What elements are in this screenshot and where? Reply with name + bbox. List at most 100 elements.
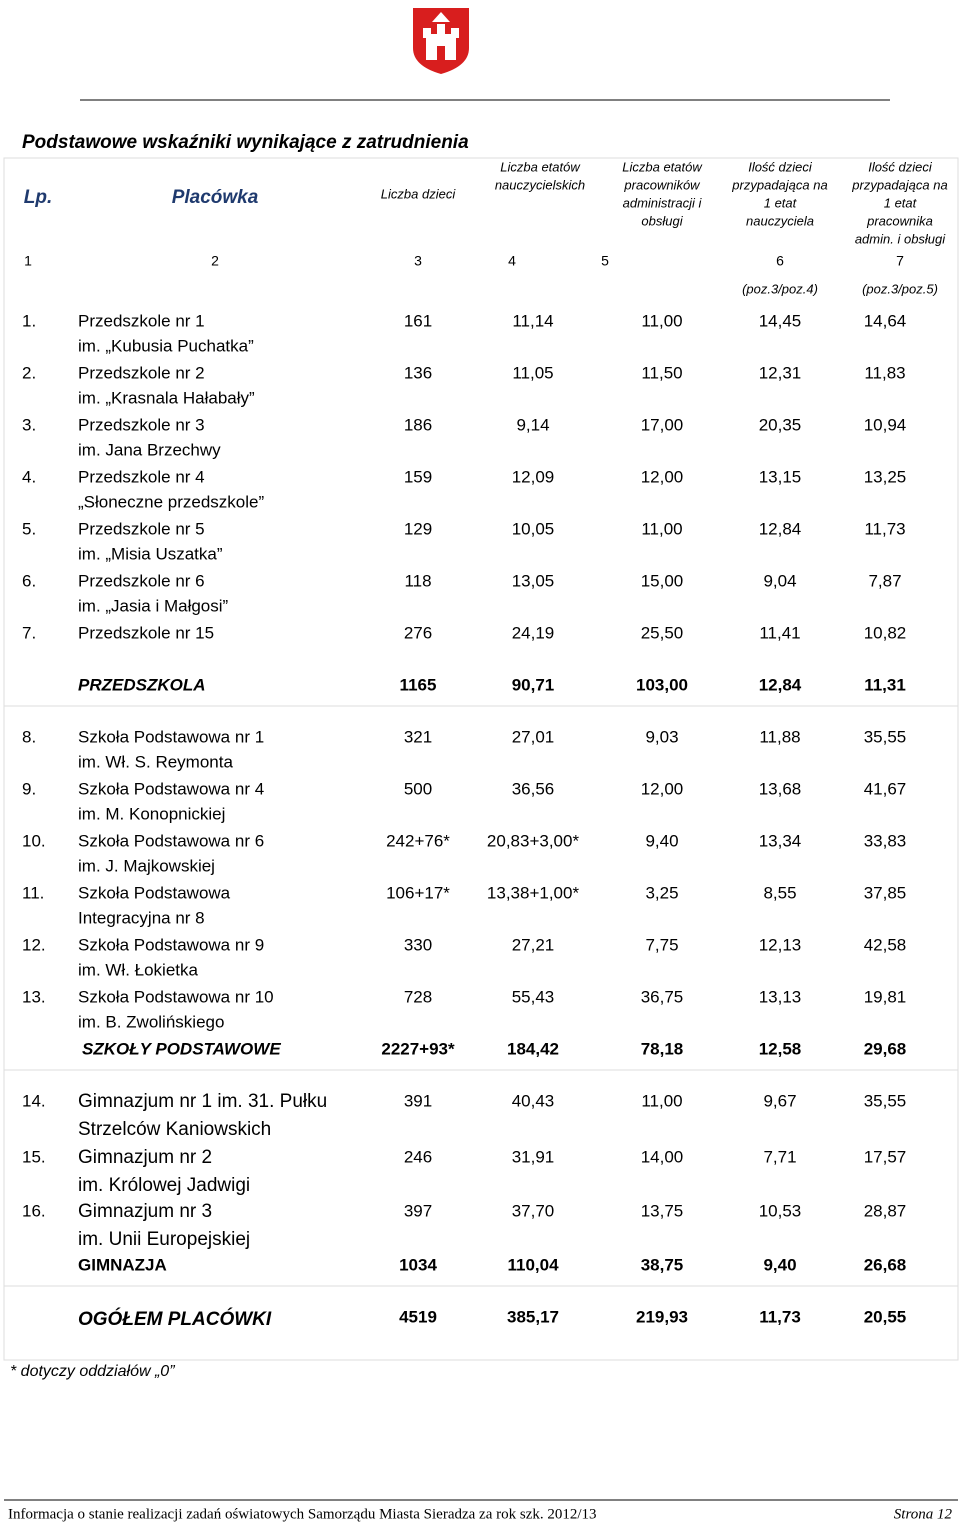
cell-value: 10,53 <box>759 1201 802 1220</box>
cell-value: 7,71 <box>763 1147 796 1166</box>
cell-value: 397 <box>404 1201 432 1220</box>
column-header: administracji i <box>623 195 703 210</box>
summary-value: 26,68 <box>864 1255 907 1274</box>
column-header: pracownika <box>866 213 933 228</box>
cell-value: 7,75 <box>645 935 678 954</box>
row-name: im. Wł. S. Reymonta <box>78 752 233 771</box>
row-name: im. Unii Europejskiej <box>78 1229 250 1250</box>
cell-value: 391 <box>404 1091 432 1110</box>
summary-value: 12,84 <box>759 675 802 694</box>
cell-value: 10,94 <box>864 415 907 434</box>
cell-value: 35,55 <box>864 1091 907 1110</box>
cell-value: 9,14 <box>516 415 549 434</box>
cell-value: 12,31 <box>759 363 802 382</box>
row-name: Przedszkole nr 4 <box>78 467 205 486</box>
column-number: 2 <box>211 253 219 269</box>
total-value: 385,17 <box>507 1307 559 1326</box>
footer-right: Strona 12 <box>894 1506 953 1522</box>
cell-value: 11,83 <box>864 363 905 382</box>
row-number: 14. <box>22 1091 46 1110</box>
cell-value: 17,57 <box>864 1147 907 1166</box>
cell-value: 42,58 <box>864 935 907 954</box>
row-number: 15. <box>22 1147 46 1166</box>
row-number: 6. <box>22 571 36 590</box>
column-header: Liczba etatów <box>622 159 703 174</box>
cell-value: 9,67 <box>763 1091 796 1110</box>
cell-value: 36,56 <box>512 779 555 798</box>
cell-value: 161 <box>404 311 432 330</box>
total-label: OGÓŁEM PLACÓWKI <box>78 1308 272 1330</box>
summary-value: 1034 <box>399 1255 437 1274</box>
summary-value: 1165 <box>400 675 437 694</box>
cell-value: 10,82 <box>864 623 907 642</box>
column-header: 1 etat <box>884 195 918 210</box>
row-name: Szkoła Podstawowa nr 1 <box>78 727 264 746</box>
row-number: 16. <box>22 1201 46 1220</box>
summary-value: 103,00 <box>636 675 688 694</box>
column-header: pracowników <box>623 177 701 192</box>
cell-value: 14,45 <box>759 311 802 330</box>
column-header: 1 etat <box>764 195 798 210</box>
cell-value: 12,00 <box>641 467 684 486</box>
cell-value: 24,19 <box>512 623 555 642</box>
total-value: 11,73 <box>759 1307 801 1326</box>
row-name: im. „Misia Uszatka” <box>78 544 223 563</box>
row-name: „Słoneczne przedszkole” <box>78 492 264 511</box>
row-name: im. Wł. Łokietka <box>78 960 199 979</box>
cell-value: 33,83 <box>864 831 907 850</box>
cell-value: 13,15 <box>759 467 802 486</box>
row-name: im. „Krasnala Hałabały” <box>78 388 255 407</box>
cell-value: 242+76* <box>386 831 450 850</box>
summary-value: 184,42 <box>507 1039 559 1058</box>
column-header: Ilość dzieci <box>748 159 813 174</box>
row-name: Szkoła Podstawowa nr 4 <box>78 779 264 798</box>
summary-value: 9,40 <box>763 1255 796 1274</box>
cell-value: 13,05 <box>512 571 555 590</box>
table-border <box>3 157 959 1361</box>
cell-value: 41,67 <box>864 779 907 798</box>
row-number: 2. <box>22 363 36 382</box>
cell-value: 186 <box>404 415 432 434</box>
cell-value: 159 <box>404 467 432 486</box>
column-number: 1 <box>24 253 32 269</box>
cell-value: 12,84 <box>759 519 802 538</box>
formula: (poz.3/poz.5) <box>862 281 938 296</box>
cell-value: 12,00 <box>641 779 684 798</box>
cell-value: 19,81 <box>864 987 907 1006</box>
cell-value: 27,21 <box>512 935 555 954</box>
summary-value: 110,04 <box>507 1255 559 1274</box>
cell-value: 10,05 <box>512 519 555 538</box>
row-name: Przedszkole nr 1 <box>78 311 205 330</box>
cell-value: 35,55 <box>864 727 907 746</box>
column-number: 7 <box>896 253 904 269</box>
column-header: nauczyciela <box>746 213 814 228</box>
cell-value: 9,03 <box>645 727 678 746</box>
cell-value: 37,70 <box>512 1201 555 1220</box>
cell-value: 13,13 <box>759 987 802 1006</box>
cell-value: 13,68 <box>759 779 802 798</box>
row-name: Przedszkole nr 5 <box>78 519 205 538</box>
row-name: im. B. Zwolińskiego <box>78 1012 224 1031</box>
cell-value: 13,25 <box>864 467 907 486</box>
total-value: 20,55 <box>864 1307 907 1326</box>
row-name: Gimnazjum nr 2 <box>78 1147 212 1168</box>
row-name: Szkoła Podstawowa nr 9 <box>78 935 264 954</box>
footnote: * dotyczy oddziałów „0” <box>10 1363 175 1380</box>
row-name: Gimnazjum nr 1 im. 31. Pułku <box>78 1091 327 1112</box>
column-header: Lp. <box>24 187 53 208</box>
column-header: Placówka <box>172 187 259 208</box>
cell-value: 25,50 <box>641 623 684 642</box>
column-header: Liczba etatów <box>500 159 581 174</box>
summary-value: 90,71 <box>512 675 555 694</box>
row-name: im. „Kubusia Puchatka” <box>78 336 254 355</box>
column-number: 3 <box>414 253 422 269</box>
cell-value: 28,87 <box>864 1201 907 1220</box>
row-name: Przedszkole nr 2 <box>78 363 205 382</box>
summary-value: 2227+93* <box>381 1039 455 1058</box>
summary-label: SZKOŁY PODSTAWOWE <box>82 1039 281 1058</box>
column-header: Liczba dzieci <box>381 186 457 201</box>
cell-value: 118 <box>404 571 431 590</box>
cell-value: 106+17* <box>386 883 450 902</box>
cell-value: 136 <box>404 363 432 382</box>
cell-value: 129 <box>404 519 432 538</box>
